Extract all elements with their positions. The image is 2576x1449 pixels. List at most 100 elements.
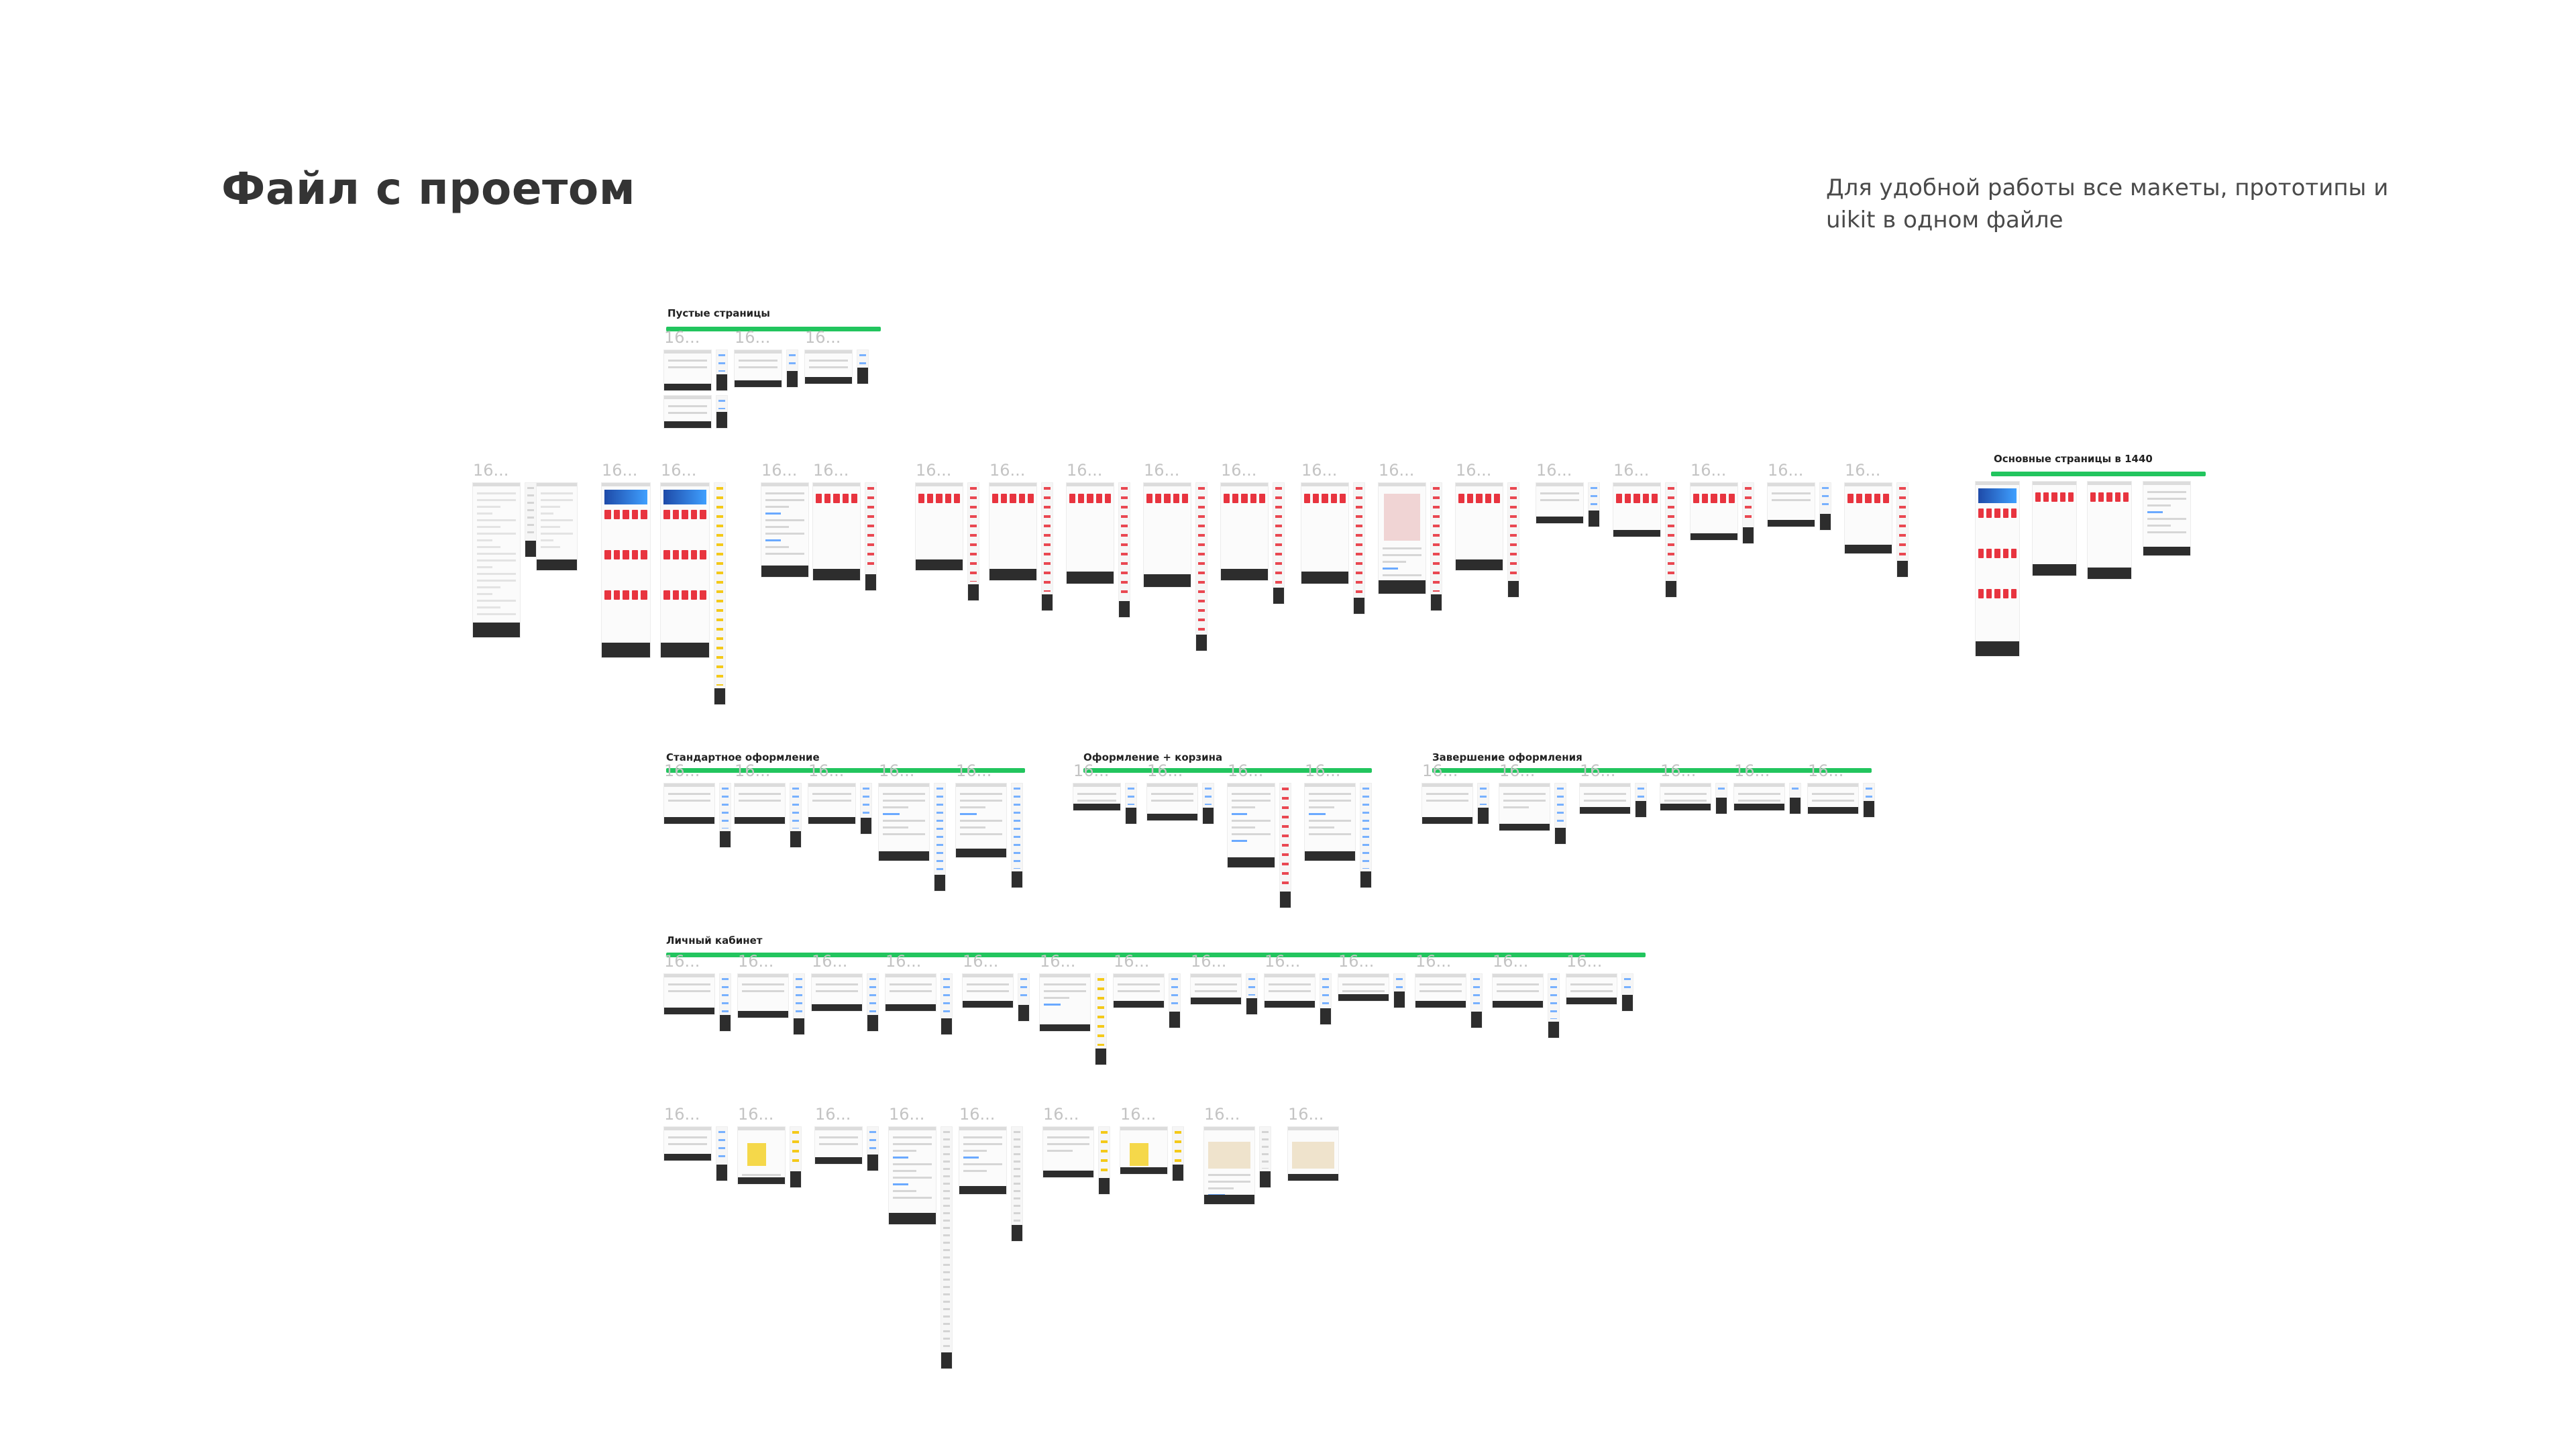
- frame-label: 16...: [738, 952, 774, 971]
- thumbnail-header: [2143, 482, 2190, 485]
- thumbnail-text-line: [1584, 800, 1626, 802]
- page-description: Для удобной работы все макеты, прототипы…: [1826, 174, 2389, 233]
- thumbnail-product-card: [1711, 494, 1717, 503]
- thumbnail-product-card: [604, 510, 611, 519]
- thumbnail-footer: [661, 643, 709, 657]
- thumbnail-text-line: [668, 1143, 707, 1145]
- mobile-thumbnail-content: [718, 400, 725, 409]
- section-title-checkout-complete: Завершение оформления: [1432, 751, 1582, 763]
- thumbnail-header: [1536, 483, 1583, 486]
- thumbnail-product-card: [1330, 494, 1337, 503]
- thumbnail-text-line: [477, 593, 493, 595]
- thumbnail-text-line: [963, 1157, 979, 1159]
- thumbnail-product-card: [663, 590, 670, 600]
- frame-label: 16...: [1147, 761, 1183, 780]
- thumbnail-product-card: [613, 510, 621, 519]
- thumbnail-product-card: [1978, 549, 1984, 558]
- thumbnail-text-line: [883, 813, 900, 815]
- thumbnail-text-line: [816, 990, 858, 992]
- mobile-thumbnail-content: [1097, 978, 1104, 1046]
- mobile-thumbnail-content: [859, 354, 866, 365]
- thumbnail-text-line: [1195, 990, 1237, 992]
- frame-label: 16...: [735, 761, 771, 780]
- mobile-thumbnail-content: [1014, 788, 1020, 869]
- frame-label: 16...: [963, 952, 999, 971]
- thumbnail-footer: [1338, 994, 1389, 1001]
- thumbnail-footer: [956, 849, 1006, 857]
- mobile-thumbnail-content: [1550, 978, 1557, 1019]
- thumbnail-header: [1808, 784, 1858, 787]
- thumbnail-product-card: [936, 494, 943, 503]
- artboard-thumbnail: [735, 784, 785, 824]
- mobile-thumbnail: [1273, 483, 1284, 604]
- mobile-thumbnail-content: [1510, 487, 1517, 578]
- thumbnail-footer: [1734, 804, 1784, 810]
- mobile-thumbnail: [1095, 974, 1106, 1065]
- section-bar-standard-checkout: [666, 768, 1025, 773]
- thumbnail-text-line: [541, 506, 560, 508]
- thumbnail-product-card: [2114, 492, 2121, 502]
- thumbnail-product-card: [1095, 494, 1102, 503]
- thumbnail-text-line: [765, 513, 782, 515]
- thumbnail-product-grid: [2035, 492, 2074, 502]
- mobile-thumbnail-content: [1205, 788, 1212, 805]
- thumbnail-header: [1204, 1127, 1254, 1130]
- thumbnail-text-line: [2147, 504, 2171, 506]
- thumbnail-footer: [1040, 1024, 1090, 1031]
- thumbnail-text-line: [668, 800, 710, 802]
- thumbnail-text-line: [819, 1143, 858, 1145]
- thumbnail-text-line: [1383, 568, 1399, 570]
- mobile-thumbnail-content: [1275, 487, 1282, 585]
- thumbnail-product-grid: [604, 550, 647, 559]
- mobile-thumbnail: [1635, 784, 1646, 817]
- mobile-thumbnail-footer: [1508, 581, 1519, 597]
- frame-label: 16...: [889, 1105, 925, 1124]
- thumbnail-product-card: [953, 494, 960, 503]
- thumbnail-product-grid: [1693, 494, 1735, 503]
- mobile-thumbnail-footer: [1119, 601, 1130, 617]
- thumbnail-text-line: [541, 519, 573, 521]
- thumbnail-text-line: [668, 366, 707, 368]
- thumbnail-product-card: [2123, 492, 2129, 502]
- thumbnail-text-line: [967, 983, 1009, 985]
- thumbnail-text-line: [883, 800, 925, 802]
- thumbnail-text-line: [1232, 813, 1248, 815]
- artboard-thumbnail: [735, 350, 782, 387]
- thumbnail-text-lines: [883, 793, 925, 840]
- thumbnail-text-line: [1342, 990, 1385, 992]
- mobile-thumbnail-footer: [1042, 594, 1053, 610]
- thumbnail-text-line: [1309, 806, 1334, 808]
- thumbnail-product-card: [1693, 494, 1700, 503]
- thumbnail-text-line: [1195, 983, 1237, 985]
- thumbnail-product-card: [1633, 494, 1640, 503]
- artboard-thumbnail: [1660, 784, 1711, 810]
- frame-label: 16...: [1073, 761, 1110, 780]
- mobile-thumbnail-footer: [787, 371, 798, 387]
- frame-label: 16...: [956, 761, 992, 780]
- thumbnail-text-line: [1269, 983, 1311, 985]
- thumbnail-text-line: [2147, 531, 2186, 533]
- artboard-thumbnail: [738, 1127, 785, 1184]
- thumbnail-header: [1734, 784, 1784, 787]
- mobile-thumbnail-footer: [941, 1352, 952, 1368]
- thumbnail-text-line: [765, 539, 782, 541]
- thumbnail-header: [1845, 483, 1892, 486]
- section-title-standard-checkout: Стандартное оформление: [666, 751, 820, 763]
- thumbnail-text-line: [1503, 793, 1546, 795]
- thumbnail-text-lines: [1151, 793, 1193, 806]
- mobile-thumbnail-footer: [968, 584, 979, 600]
- thumbnail-text-line: [1232, 793, 1271, 795]
- mobile-thumbnail-footer: [865, 574, 876, 590]
- mobile-thumbnail-content: [867, 487, 874, 572]
- thumbnail-product-grid: [1847, 494, 1889, 503]
- thumbnail-footer: [1456, 559, 1503, 570]
- artboard-thumbnail: [1040, 974, 1090, 1031]
- mobile-thumbnail-footer: [1196, 635, 1207, 651]
- thumbnail-text-line: [668, 990, 710, 992]
- section-bar-checkout-complete: [1432, 768, 1872, 773]
- frame-label: 16...: [1204, 1105, 1240, 1124]
- mobile-thumbnail-footer: [1864, 801, 1874, 817]
- artboard-thumbnail: [805, 350, 852, 384]
- thumbnail-product-card: [1986, 589, 1992, 598]
- mobile-thumbnail: [1099, 1127, 1110, 1194]
